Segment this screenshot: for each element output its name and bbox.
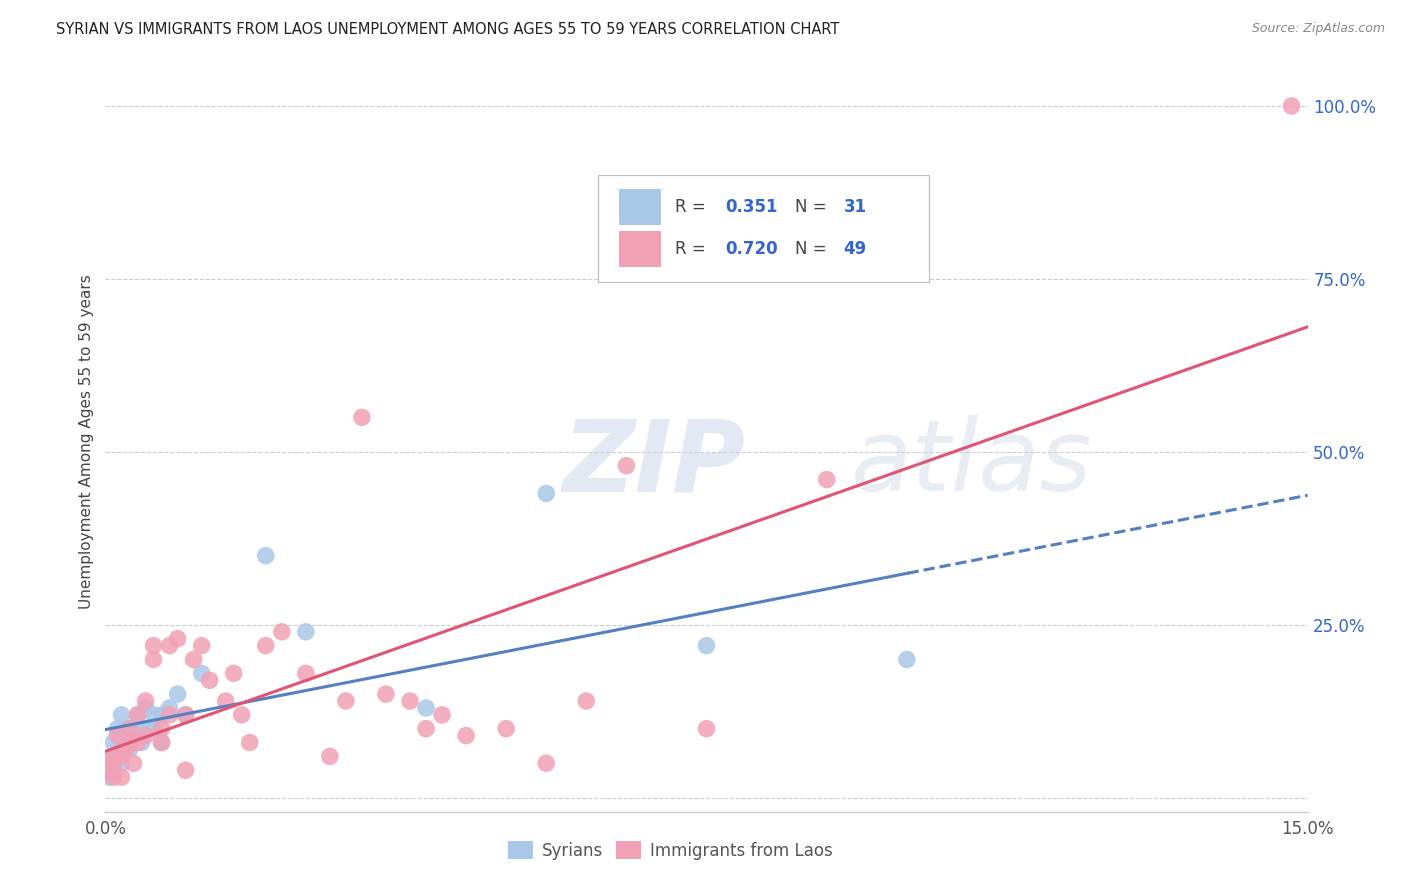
Point <box>295 624 318 639</box>
Point <box>214 694 236 708</box>
Point <box>114 742 136 756</box>
Point <box>103 735 125 749</box>
Text: R =: R = <box>675 240 711 258</box>
Point <box>135 694 157 708</box>
Point <box>122 729 145 743</box>
Point <box>118 722 141 736</box>
Point <box>103 749 125 764</box>
Point <box>896 652 918 666</box>
Point <box>135 701 157 715</box>
Point <box>534 486 557 500</box>
Point <box>118 735 141 749</box>
Point <box>454 729 477 743</box>
Point <box>107 729 129 743</box>
Point <box>374 687 398 701</box>
Point <box>495 722 517 736</box>
Point <box>1281 99 1303 113</box>
Point <box>696 722 718 736</box>
Point <box>150 722 173 736</box>
Point <box>575 694 598 708</box>
Point <box>127 722 149 736</box>
Point <box>142 652 165 666</box>
Y-axis label: Unemployment Among Ages 55 to 59 years: Unemployment Among Ages 55 to 59 years <box>79 274 94 609</box>
Point <box>107 722 129 736</box>
Point <box>319 749 342 764</box>
Point <box>415 722 437 736</box>
Text: Source: ZipAtlas.com: Source: ZipAtlas.com <box>1251 22 1385 36</box>
Point <box>174 707 197 722</box>
Point <box>222 666 245 681</box>
Point <box>103 756 125 771</box>
Point <box>350 410 373 425</box>
Point <box>295 666 318 681</box>
Point <box>239 735 262 749</box>
FancyBboxPatch shape <box>619 189 661 225</box>
Point <box>110 735 132 749</box>
FancyBboxPatch shape <box>599 175 929 283</box>
Point <box>270 624 292 639</box>
Text: 49: 49 <box>844 240 868 258</box>
Point <box>150 735 173 749</box>
Point <box>142 639 165 653</box>
Point <box>254 639 277 653</box>
Point <box>118 742 141 756</box>
Point <box>150 707 173 722</box>
Point <box>166 687 188 701</box>
Text: atlas: atlas <box>851 416 1092 512</box>
Text: 0.720: 0.720 <box>725 240 779 258</box>
Point <box>183 652 205 666</box>
Point <box>110 770 132 784</box>
Point <box>815 473 838 487</box>
Text: 0.351: 0.351 <box>725 198 779 216</box>
Point <box>142 707 165 722</box>
Point <box>110 707 132 722</box>
Point <box>103 756 125 771</box>
Point <box>335 694 357 708</box>
Point <box>142 722 165 736</box>
Point <box>103 770 125 784</box>
Point <box>254 549 277 563</box>
Point <box>103 749 125 764</box>
Point <box>415 701 437 715</box>
Point <box>190 666 212 681</box>
Text: ZIP: ZIP <box>562 416 745 512</box>
Point <box>127 735 149 749</box>
Point <box>127 707 149 722</box>
Point <box>174 707 197 722</box>
Point <box>98 770 121 784</box>
Point <box>231 707 253 722</box>
Point <box>159 707 181 722</box>
Point <box>118 722 141 736</box>
Point <box>430 707 453 722</box>
FancyBboxPatch shape <box>619 231 661 267</box>
Point <box>166 632 188 646</box>
Point <box>174 763 197 777</box>
Point <box>198 673 221 688</box>
Point <box>190 639 212 653</box>
Text: SYRIAN VS IMMIGRANTS FROM LAOS UNEMPLOYMENT AMONG AGES 55 TO 59 YEARS CORRELATIO: SYRIAN VS IMMIGRANTS FROM LAOS UNEMPLOYM… <box>56 22 839 37</box>
Point <box>696 639 718 653</box>
Text: 31: 31 <box>844 198 866 216</box>
Point <box>127 707 149 722</box>
Point <box>616 458 638 473</box>
Point <box>110 749 132 764</box>
Point <box>159 701 181 715</box>
Point <box>114 735 136 749</box>
Point <box>135 729 157 743</box>
Point <box>110 756 132 771</box>
Point <box>98 763 121 777</box>
Point <box>399 694 422 708</box>
Point <box>135 722 157 736</box>
Point <box>122 756 145 771</box>
Point <box>150 735 173 749</box>
Text: N =: N = <box>796 240 832 258</box>
Text: N =: N = <box>796 198 832 216</box>
Point <box>131 735 153 749</box>
Point <box>159 639 181 653</box>
Text: R =: R = <box>675 198 711 216</box>
Legend: Syrians, Immigrants from Laos: Syrians, Immigrants from Laos <box>502 835 839 866</box>
Point <box>534 756 557 771</box>
